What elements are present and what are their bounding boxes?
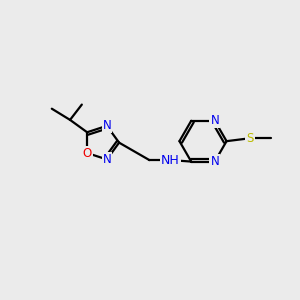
Text: N: N: [103, 153, 111, 166]
Text: O: O: [82, 146, 92, 160]
Text: N: N: [103, 119, 111, 132]
Text: N: N: [210, 114, 219, 127]
Text: S: S: [246, 132, 254, 145]
Text: NH: NH: [161, 154, 180, 166]
Text: N: N: [210, 155, 219, 168]
